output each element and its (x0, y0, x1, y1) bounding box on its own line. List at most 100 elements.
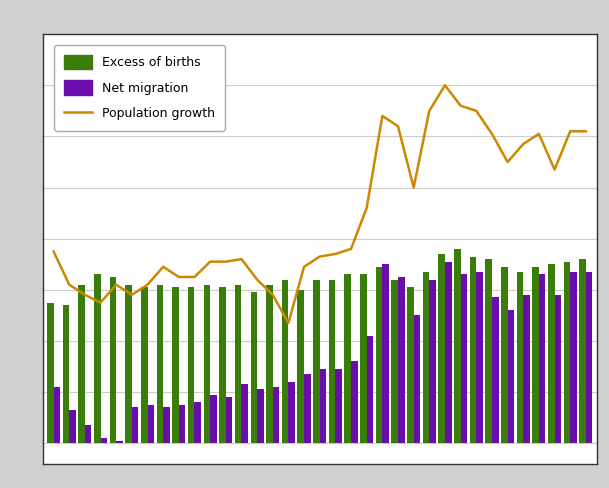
Population growth (473, 108, 480, 114)
Bar (266, 285, 273, 443)
Population growth (332, 251, 339, 257)
Population growth (206, 259, 214, 264)
Bar (179, 405, 185, 443)
Bar (438, 254, 445, 443)
Bar (63, 305, 69, 443)
Population growth (504, 159, 511, 165)
Population growth (395, 123, 402, 129)
Bar (282, 280, 289, 443)
Bar (100, 438, 107, 443)
Bar (163, 407, 170, 443)
Population growth (285, 320, 292, 326)
Population growth (300, 264, 308, 270)
Bar (125, 285, 132, 443)
Bar (492, 298, 499, 443)
Population growth (363, 205, 370, 211)
Bar (516, 272, 523, 443)
Bar (564, 262, 570, 443)
Bar (485, 259, 492, 443)
Bar (382, 264, 389, 443)
Population growth (238, 256, 245, 262)
Population growth (81, 292, 88, 298)
Population growth (66, 282, 73, 287)
Population growth (144, 282, 151, 287)
Bar (289, 382, 295, 443)
Bar (336, 369, 342, 443)
Bar (476, 272, 483, 443)
Bar (351, 361, 357, 443)
Bar (47, 303, 54, 443)
Bar (548, 264, 555, 443)
Bar (501, 267, 507, 443)
Bar (523, 295, 530, 443)
Bar (507, 310, 514, 443)
Bar (532, 267, 539, 443)
Population growth (97, 300, 104, 305)
Bar (555, 295, 561, 443)
Population growth (316, 254, 323, 260)
Population growth (269, 292, 276, 298)
Bar (250, 292, 257, 443)
Bar (226, 397, 233, 443)
Population growth (253, 277, 261, 283)
Bar (110, 277, 116, 443)
Bar (210, 395, 217, 443)
Bar (423, 272, 429, 443)
Bar (539, 274, 546, 443)
Bar (85, 425, 91, 443)
Population growth (347, 246, 354, 252)
Population growth (535, 131, 543, 137)
Bar (147, 405, 154, 443)
Bar (235, 285, 241, 443)
Bar (188, 287, 194, 443)
Bar (157, 285, 163, 443)
Legend: Excess of births, Net migration, Population growth: Excess of births, Net migration, Populat… (54, 45, 225, 130)
Bar (116, 441, 123, 443)
Population growth (410, 184, 417, 190)
Bar (132, 407, 138, 443)
Population growth (457, 103, 464, 109)
Bar (273, 387, 280, 443)
Bar (414, 315, 420, 443)
Population growth (551, 167, 558, 173)
Bar (54, 387, 60, 443)
Bar (141, 287, 147, 443)
Bar (445, 262, 451, 443)
Population growth (175, 274, 183, 280)
Bar (460, 274, 467, 443)
Population growth (160, 264, 167, 270)
Bar (313, 280, 320, 443)
Bar (257, 389, 264, 443)
Bar (570, 272, 577, 443)
Population growth (519, 141, 527, 147)
Population growth (582, 128, 590, 134)
Bar (203, 285, 210, 443)
Population growth (426, 108, 433, 114)
Population growth (50, 248, 57, 254)
Population growth (488, 131, 496, 137)
Bar (429, 280, 436, 443)
Bar (360, 274, 367, 443)
Bar (297, 290, 304, 443)
Bar (329, 280, 336, 443)
Bar (69, 410, 76, 443)
Bar (367, 336, 373, 443)
Population growth (113, 282, 120, 287)
Bar (304, 374, 311, 443)
Bar (219, 287, 226, 443)
Bar (454, 249, 460, 443)
Bar (194, 402, 201, 443)
Population growth (442, 82, 449, 88)
Bar (79, 285, 85, 443)
Population growth (191, 274, 198, 280)
Population growth (379, 113, 386, 119)
Line: Population growth: Population growth (54, 85, 586, 323)
Bar (392, 280, 398, 443)
Bar (241, 385, 248, 443)
Bar (320, 369, 326, 443)
Bar (172, 287, 179, 443)
Bar (94, 274, 100, 443)
Population growth (128, 292, 136, 298)
Bar (345, 274, 351, 443)
Bar (586, 272, 593, 443)
